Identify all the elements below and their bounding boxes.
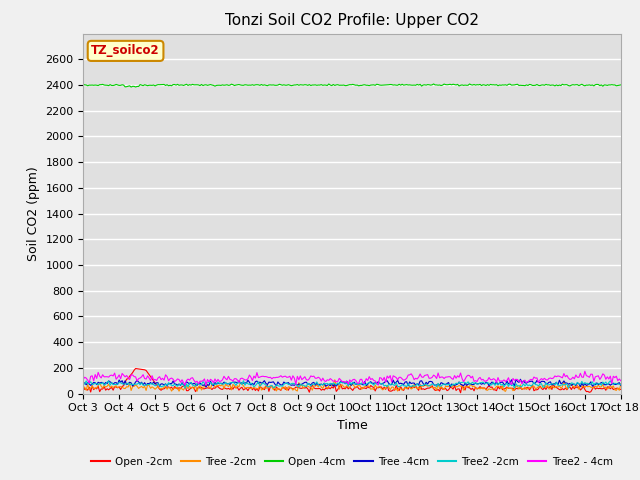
Legend: Open -2cm, Tree -2cm, Open -4cm, Tree -4cm, Tree2 -2cm, Tree2 - 4cm: Open -2cm, Tree -2cm, Open -4cm, Tree -4…: [87, 453, 617, 471]
Y-axis label: Soil CO2 (ppm): Soil CO2 (ppm): [27, 166, 40, 261]
Title: Tonzi Soil CO2 Profile: Upper CO2: Tonzi Soil CO2 Profile: Upper CO2: [225, 13, 479, 28]
X-axis label: Time: Time: [337, 419, 367, 432]
Text: TZ_soilco2: TZ_soilco2: [92, 44, 160, 58]
